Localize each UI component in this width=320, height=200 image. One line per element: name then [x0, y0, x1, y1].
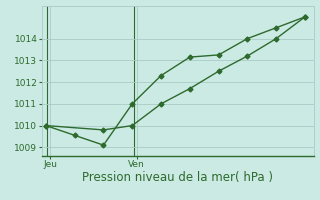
X-axis label: Pression niveau de la mer( hPa ): Pression niveau de la mer( hPa ) — [82, 171, 273, 184]
